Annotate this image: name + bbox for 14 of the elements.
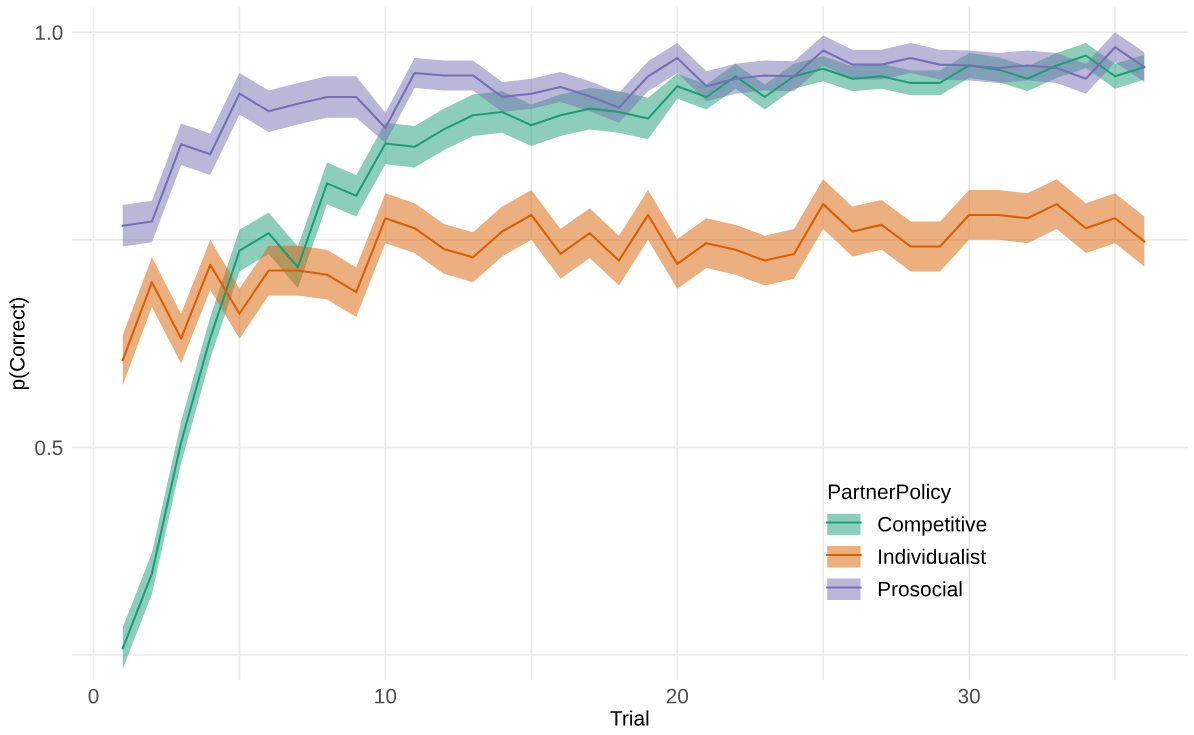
x-tick-label: 0 (88, 688, 99, 704)
legend-label: Competitive (878, 516, 987, 536)
x-tick-label: 20 (666, 688, 689, 704)
legend-label: Individualist (879, 548, 986, 565)
x-tick-label: 10 (375, 688, 397, 704)
legend-title: PartnerPolicy (828, 483, 952, 504)
y-tick-label: 0.5 (35, 440, 63, 456)
y-tick-label: 1.0 (35, 25, 63, 41)
x-tick-label: 30 (958, 688, 980, 704)
legend-label: Prosocial (878, 581, 962, 597)
line-series (121, 203, 1146, 362)
y-axis-title: p(Correct) (9, 298, 29, 390)
line-series (121, 46, 1146, 227)
x-axis-title: Trial (610, 710, 649, 726)
